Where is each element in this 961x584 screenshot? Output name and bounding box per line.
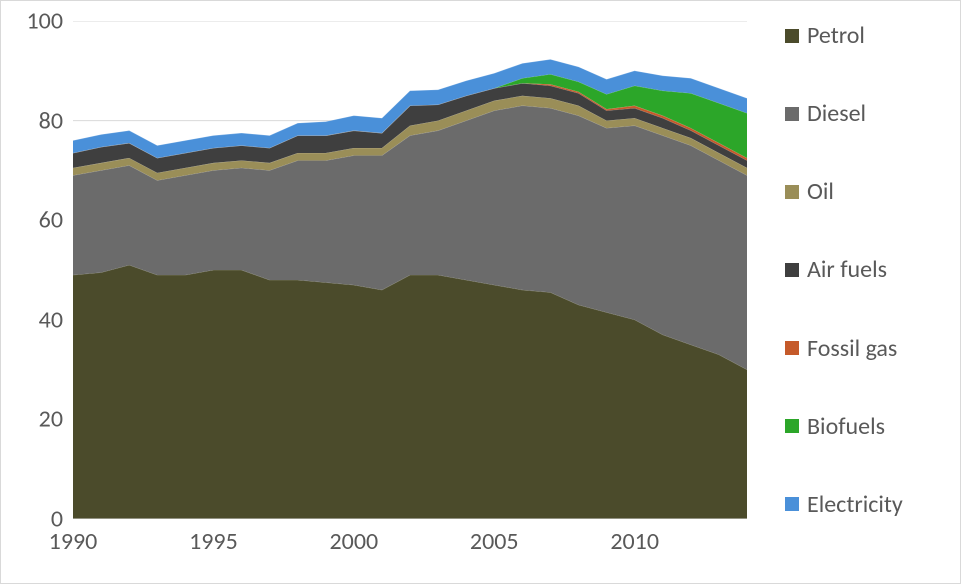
legend-label: Fossil gas [807,334,897,363]
y-tick-label: 100 [1,7,63,36]
legend-swatch [785,263,799,277]
legend-swatch [785,419,799,433]
plot-area [73,21,747,519]
legend-label: Petrol [807,21,865,50]
legend-item: Biofuels [785,412,955,441]
legend-label: Oil [807,177,834,206]
legend-item: Air fuels [785,255,955,284]
legend: Petrol Diesel Oil Air fuels Fossil gas Biofue… [785,21,955,519]
chart-container: 020406080100 19901995200020052010 Petrol… [0,0,961,584]
legend-swatch [785,107,799,121]
legend-label: Electricity [807,490,903,519]
legend-swatch [785,341,799,355]
legend-label: Diesel [807,99,866,128]
legend-label: Air fuels [807,255,887,284]
y-tick-label: 60 [1,206,63,235]
legend-item: Fossil gas [785,334,955,363]
legend-label: Biofuels [807,412,885,441]
legend-item: Electricity [785,490,955,519]
legend-swatch [785,497,799,511]
legend-item: Diesel [785,99,955,128]
x-tick-label: 2005 [470,527,519,556]
legend-item: Oil [785,177,955,206]
legend-item: Petrol [785,21,955,50]
x-tick-label: 2010 [610,527,659,556]
x-tick-label: 1990 [49,527,98,556]
legend-swatch [785,185,799,199]
x-tick-label: 1995 [189,527,238,556]
x-tick-label: 2000 [330,527,379,556]
y-tick-label: 20 [1,405,63,434]
y-tick-label: 40 [1,305,63,334]
legend-swatch [785,29,799,43]
y-tick-label: 80 [1,106,63,135]
